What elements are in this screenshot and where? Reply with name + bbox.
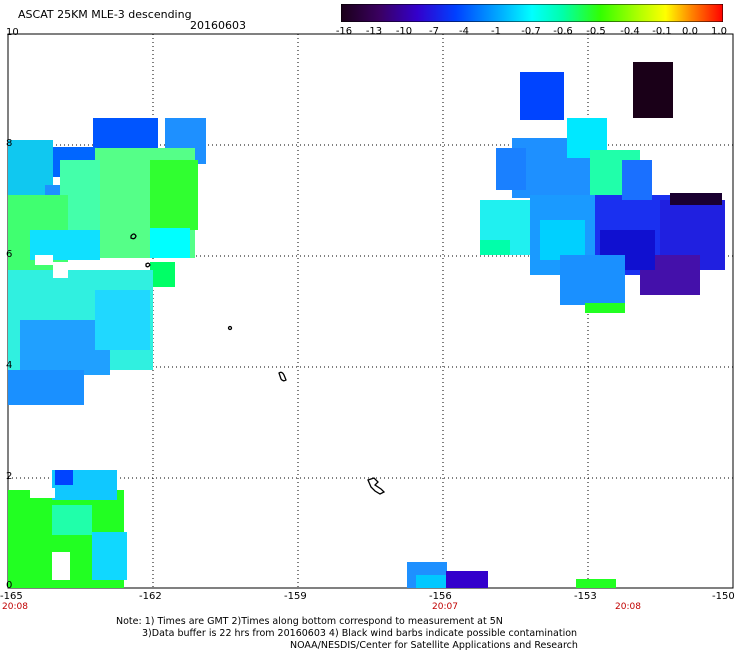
y-axis-label: 0 — [6, 580, 13, 591]
footnote-line: NOAA/NESDIS/Center for Satellite Applica… — [290, 640, 578, 651]
colorbar-label: -0.7 — [521, 26, 541, 37]
x-axis-label: -162 — [139, 591, 162, 602]
colorbar-label: -0.1 — [652, 26, 672, 37]
colorbar-label: -0.6 — [553, 26, 573, 37]
y-axis-label: 6 — [6, 249, 13, 260]
colorbar-label: -10 — [395, 26, 413, 37]
colorbar-label: 1.0 — [711, 26, 727, 37]
y-axis-label: 2 — [6, 471, 13, 482]
y-axis-label: 10 — [6, 27, 19, 38]
colorbar-label: -16 — [335, 26, 353, 37]
island-outlines — [130, 233, 386, 495]
x-axis-label: -156 — [429, 591, 452, 602]
time-label: 20:08 — [2, 602, 28, 612]
time-label: 20:08 — [615, 602, 641, 612]
colorbar-label: -13 — [365, 26, 383, 37]
chart-title: ASCAT 25KM MLE-3 descending — [18, 8, 192, 21]
colorbar-label: -7 — [429, 26, 439, 37]
data-swath-west-upper — [8, 118, 206, 405]
chart-date: 20160603 — [190, 19, 246, 32]
colorbar — [341, 4, 723, 22]
colorbar-label: -0.4 — [620, 26, 640, 37]
x-axis-label: -159 — [284, 591, 307, 602]
colorbar-labels: -16 -13 -10 -7 -4 -1 -0.7 -0.6 -0.5 -0.4… — [0, 26, 740, 40]
data-swath-east — [480, 62, 725, 313]
x-axis-label: -165 — [0, 591, 23, 602]
time-label: 20:07 — [432, 602, 458, 612]
colorbar-label: -4 — [459, 26, 469, 37]
x-axis-label: -153 — [574, 591, 597, 602]
data-swath-middle — [407, 562, 616, 588]
data-swath-west-lower — [8, 470, 127, 588]
colorbar-label: -0.5 — [586, 26, 606, 37]
y-axis-label: 4 — [6, 360, 13, 371]
colorbar-label: -1 — [491, 26, 501, 37]
x-axis-label: -150 — [712, 591, 735, 602]
footnote-line: 3)Data buffer is 22 hrs from 20160603 4)… — [142, 628, 578, 639]
y-axis-label: 8 — [6, 138, 13, 149]
colorbar-label: 0.0 — [682, 26, 698, 37]
footnote-line: Note: 1) Times are GMT 2)Times along bot… — [116, 616, 503, 627]
